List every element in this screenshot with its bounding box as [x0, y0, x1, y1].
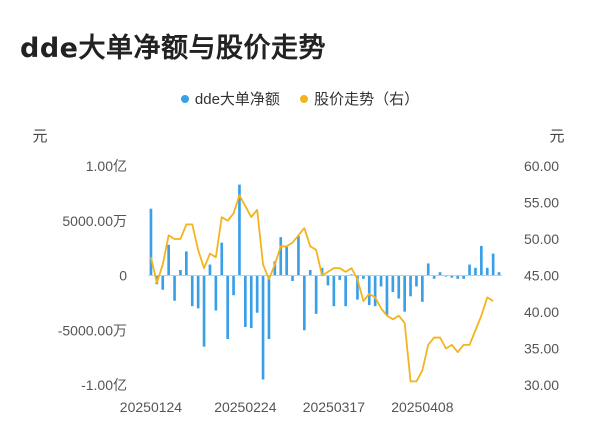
x-axis: 20250124 20250224 20250317 20250408: [120, 399, 454, 415]
bar: [249, 275, 253, 329]
chart-title: dde大单净额与股价走势: [20, 33, 326, 64]
legend-label-price: 股价走势（右）: [314, 91, 420, 108]
bar: [338, 275, 342, 280]
bar: [232, 275, 235, 296]
legend-item-price[interactable]: 股价走势（右）: [300, 88, 419, 109]
left-axis-tick-label: 0: [119, 268, 127, 284]
bar: [202, 275, 206, 347]
right-axis-tick-label: 45.00: [524, 268, 559, 284]
bar: [367, 275, 371, 306]
bar: [350, 274, 353, 276]
bar: [255, 275, 259, 313]
bar: [456, 275, 460, 279]
bar: [462, 275, 465, 279]
x-axis-tick-label: 20250224: [214, 399, 277, 415]
bar: [220, 242, 224, 276]
bar: [208, 264, 212, 276]
x-axis-tick-label: 20250408: [391, 399, 454, 415]
bar: [373, 275, 377, 307]
bar: [161, 275, 165, 290]
bar: [409, 275, 412, 297]
bar: [362, 275, 365, 279]
bar: [291, 275, 294, 281]
right-axis-unit: 元: [549, 127, 564, 145]
bar: [432, 275, 436, 279]
left-axis: 1.00亿 5000.00万 0 -5000.00万 -1.00亿: [58, 158, 127, 393]
bar: [173, 275, 176, 301]
bar: [149, 208, 153, 276]
line-series: [150, 194, 494, 383]
bar: [308, 270, 312, 276]
bar: [485, 267, 489, 276]
bar: [214, 275, 218, 311]
x-axis-tick-label: 20250317: [303, 399, 366, 415]
bar: [226, 275, 229, 340]
bar: [391, 275, 395, 292]
left-axis-unit: 元: [32, 127, 47, 145]
x-axis-tick-label: 20250124: [120, 399, 183, 415]
bar: [244, 275, 247, 327]
bar: [497, 272, 501, 276]
bar: [190, 275, 194, 307]
bar: [421, 275, 424, 302]
right-axis-tick-label: 35.00: [524, 341, 559, 357]
left-axis-tick-label: -5000.00万: [58, 322, 127, 338]
bar: [356, 275, 359, 300]
bar: [474, 267, 477, 276]
bar: [185, 251, 188, 276]
bar: [179, 270, 182, 276]
bar: [238, 184, 241, 276]
bar: [326, 275, 330, 286]
bar: [167, 244, 170, 276]
bar: [261, 275, 265, 380]
legend-dot-dde-icon: [180, 94, 189, 103]
bar: [379, 275, 383, 287]
bar: [480, 245, 483, 276]
bar: [438, 272, 442, 276]
right-axis: 60.00 55.00 50.00 45.00 40.00 35.00 30.00: [524, 158, 559, 393]
bar: [314, 275, 318, 314]
bar: [303, 275, 306, 331]
bar: [279, 237, 283, 276]
bar: [273, 261, 277, 276]
legend-item-dde[interactable]: dde大单净额: [180, 88, 280, 109]
bar: [415, 275, 418, 287]
right-axis-tick-label: 30.00: [524, 377, 559, 393]
price-line: [150, 194, 494, 383]
right-axis-tick-label: 55.00: [524, 195, 559, 211]
right-axis-tick-label: 60.00: [524, 158, 559, 174]
right-axis-tick-label: 40.00: [524, 304, 559, 320]
bar: [491, 253, 495, 276]
left-axis-tick-label: 1.00亿: [86, 158, 127, 174]
bar: [267, 275, 271, 340]
bar: [332, 275, 336, 307]
legend: dde大单净额 股价走势（右）: [0, 88, 600, 109]
bar: [397, 275, 401, 299]
bar-series: [149, 184, 501, 380]
legend-label-dde: dde大单净额: [194, 91, 280, 108]
left-axis-tick-label: 5000.00万: [62, 213, 127, 229]
bar: [385, 275, 389, 315]
bar: [196, 275, 200, 309]
legend-dot-price-icon: [300, 94, 309, 103]
bar: [344, 275, 347, 307]
bar: [450, 275, 454, 278]
bar: [444, 275, 448, 277]
bar: [297, 236, 300, 276]
bar: [468, 264, 471, 276]
bar: [285, 247, 288, 276]
bar: [426, 263, 430, 276]
left-axis-tick-label: -1.00亿: [81, 377, 127, 393]
right-axis-tick-label: 50.00: [524, 231, 559, 247]
bar: [403, 275, 406, 312]
